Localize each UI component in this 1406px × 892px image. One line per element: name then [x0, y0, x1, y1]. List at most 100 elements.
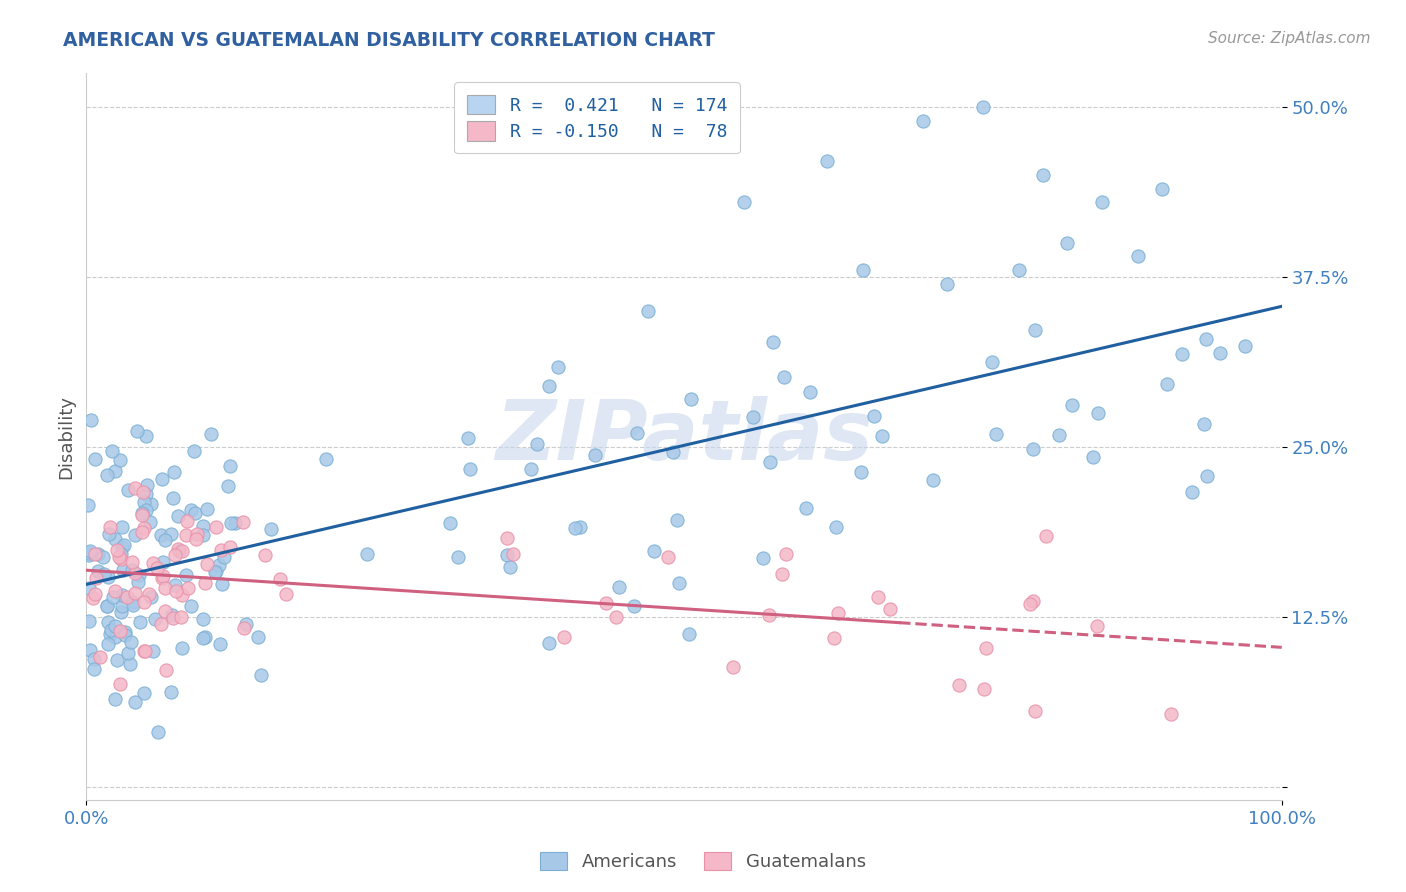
Point — [921, 473, 943, 487]
Point — [447, 550, 470, 565]
Point — [626, 425, 648, 440]
Y-axis label: Disability: Disability — [58, 394, 75, 479]
Point — [721, 660, 744, 674]
Point — [537, 636, 560, 650]
Point — [176, 528, 198, 542]
Point — [91, 550, 114, 565]
Point — [607, 580, 630, 594]
Point — [662, 445, 685, 459]
Point — [122, 595, 145, 609]
Point — [104, 619, 127, 633]
Point — [986, 426, 1008, 441]
Point — [457, 431, 479, 445]
Point — [495, 548, 517, 562]
Point — [643, 544, 665, 558]
Point — [526, 437, 548, 451]
Point — [127, 424, 149, 438]
Point — [162, 491, 184, 506]
Point — [131, 508, 153, 522]
Point — [153, 533, 176, 548]
Point — [143, 611, 166, 625]
Point — [1019, 597, 1042, 611]
Point — [233, 621, 256, 635]
Point — [775, 547, 797, 561]
Point — [129, 615, 152, 629]
Point — [104, 630, 127, 644]
Point — [879, 602, 901, 616]
Point — [111, 563, 134, 577]
Point — [852, 263, 875, 277]
Point — [132, 494, 155, 508]
Point — [101, 591, 124, 605]
Point — [96, 467, 118, 482]
Point — [135, 502, 157, 516]
Point — [176, 514, 198, 528]
Point — [104, 532, 127, 546]
Point — [679, 392, 702, 406]
Point — [218, 458, 240, 473]
Point — [162, 607, 184, 622]
Point — [170, 588, 193, 602]
Point — [80, 412, 103, 426]
Point — [111, 588, 134, 602]
Point — [87, 565, 110, 579]
Point — [200, 427, 222, 442]
Point — [118, 657, 141, 672]
Point — [1024, 323, 1046, 337]
Point — [132, 595, 155, 609]
Point — [139, 591, 162, 605]
Point — [153, 604, 176, 618]
Point — [1047, 427, 1070, 442]
Point — [520, 462, 543, 476]
Text: ZIPatlas: ZIPatlas — [495, 396, 873, 477]
Point — [817, 154, 839, 169]
Point — [191, 631, 214, 645]
Point — [183, 444, 205, 458]
Point — [973, 681, 995, 696]
Point — [96, 599, 118, 613]
Point — [191, 518, 214, 533]
Point — [1156, 376, 1178, 391]
Point — [104, 692, 127, 706]
Point — [825, 520, 848, 534]
Point — [1081, 450, 1104, 464]
Point — [1195, 332, 1218, 346]
Point — [114, 627, 136, 641]
Point — [160, 685, 183, 699]
Point — [139, 497, 162, 511]
Point — [1062, 398, 1084, 412]
Point — [356, 547, 378, 561]
Point — [208, 558, 231, 573]
Point — [112, 538, 135, 552]
Point — [1197, 469, 1219, 483]
Point — [254, 548, 277, 562]
Point — [212, 549, 235, 564]
Point — [115, 590, 138, 604]
Point — [97, 615, 120, 630]
Point — [93, 566, 115, 581]
Point — [135, 487, 157, 501]
Point — [163, 577, 186, 591]
Point — [547, 359, 569, 374]
Point — [972, 100, 994, 114]
Point — [678, 626, 700, 640]
Point — [1181, 484, 1204, 499]
Point — [569, 520, 592, 534]
Point — [77, 498, 100, 512]
Point — [583, 448, 606, 462]
Point — [758, 607, 780, 622]
Point — [165, 584, 187, 599]
Point — [553, 631, 575, 645]
Point — [152, 569, 174, 583]
Point — [827, 606, 849, 620]
Point — [83, 651, 105, 665]
Point — [142, 556, 165, 570]
Point — [1087, 406, 1109, 420]
Point — [495, 531, 517, 545]
Point — [77, 581, 100, 595]
Point — [208, 637, 231, 651]
Point — [117, 647, 139, 661]
Point — [101, 444, 124, 458]
Point — [124, 566, 146, 580]
Point — [77, 548, 100, 562]
